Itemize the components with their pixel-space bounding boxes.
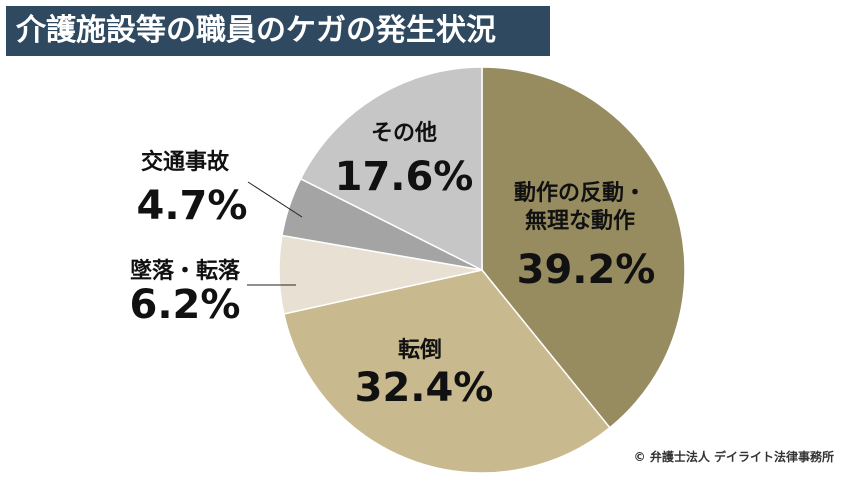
pie-slice [282, 269, 611, 474]
slice-label: 転倒 [398, 337, 442, 363]
slice-label: 無理な動作 [525, 208, 635, 234]
slice-value-label: 39.2% [517, 247, 656, 293]
pie-slice [481, 66, 686, 429]
slice-value-label: 4.7% [137, 183, 248, 229]
slice-label: 墜落・転落 [130, 258, 241, 284]
slice-label: 動作の反動・ [514, 181, 646, 206]
slice-value-label: 6.2% [130, 282, 241, 328]
copyright-credit: © 弁護士法人 デイライト法律事務所 [633, 450, 834, 464]
slice-label: その他 [371, 121, 437, 146]
slice-value-label: 17.6% [335, 154, 474, 200]
pie-slice [299, 66, 483, 272]
leader-line [247, 181, 303, 218]
slice-label: 交通事故 [141, 149, 230, 175]
chart-title: 介護施設等の職員のケガの発生状況 [6, 6, 550, 56]
slice-value-label: 32.4% [355, 365, 494, 411]
